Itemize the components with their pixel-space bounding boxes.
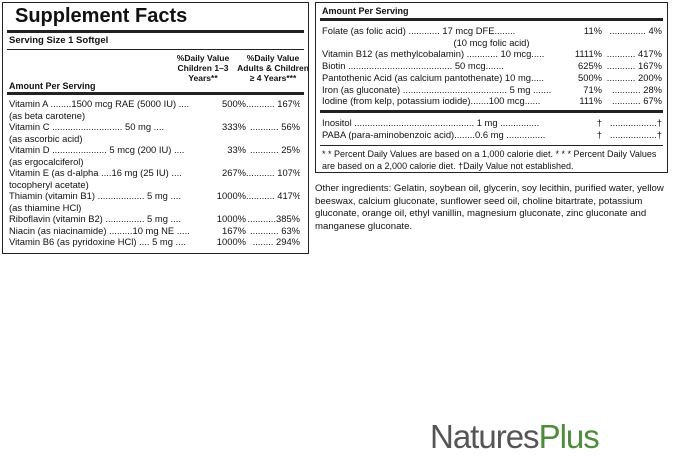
right-panel: Amount Per Serving * * Percent Daily Val… [315, 2, 668, 173]
nutrient: Biotin .................................… [322, 60, 504, 72]
nutrient: Iodine (from kelp, potassium iodide)....… [322, 95, 541, 107]
dv-children: 167% [222, 224, 246, 236]
row: Vitamin B12 (as methylcobalamin) .......… [322, 48, 662, 59]
title: Supplement Facts [15, 5, 188, 27]
row: Iodine (from kelp, potassium iodide)....… [322, 95, 662, 106]
row: Thiamin (vitamin B1) .................. … [9, 190, 300, 201]
logo-part: Natures [430, 418, 540, 455]
rule [7, 30, 304, 33]
row: Pantothenic Acid (as calcium pantothenat… [322, 72, 662, 83]
row: (10 mcg folic acid) [316, 37, 667, 48]
dv-adults: ...........385% [247, 213, 300, 224]
row: (as ergocalciferol) [9, 156, 84, 167]
dv-adults: ........ 294% [252, 236, 300, 247]
nutrient-source: (as thiamine HCl) [9, 201, 82, 213]
nutrient: Iron (as gluconate) ....................… [322, 83, 552, 95]
nutrient: Vitamin E (as d-alpha ....16 mg (25 IU) … [9, 167, 182, 178]
nutrient: Riboflavin (vitamin B2) ............... … [9, 213, 181, 224]
dv-children: 267% [222, 167, 246, 178]
dv-adults: .............. 4% [609, 25, 662, 36]
nutrient: Niacin (as niacinamide) .........10 mg N… [9, 224, 190, 236]
nutrient: Pantothenic Acid (as calcium pantothenat… [322, 71, 545, 83]
dv-adults: ........... 167% [246, 98, 300, 109]
row: Riboflavin (vitamin B2) ............... … [9, 213, 300, 224]
nutrient: Folate (as folic acid) ............ 17 m… [322, 25, 516, 36]
nutrient: Vitamin A ........1500 mcg RAE (5000 IU)… [9, 98, 190, 109]
dv-children: † [596, 117, 602, 128]
dv-children: 500% [578, 71, 602, 83]
dv-adults: ........... 56% [249, 121, 300, 132]
dv-adults: ........... 63% [249, 224, 300, 236]
rule [320, 145, 663, 146]
dv-children: 1000% [216, 190, 246, 201]
nutrient-source: (as ergocalciferol) [9, 155, 84, 167]
row: tocopheryl acetate) [9, 179, 89, 190]
header-children: %Daily Value Children 1–3 Years** [176, 53, 230, 83]
row: Folate (as folic acid) ............ 17 m… [322, 25, 662, 36]
dv-children: 33% [227, 144, 246, 155]
dv-adults: ........... 25% [249, 144, 300, 155]
nutrient-source: (as beta carotene) [9, 109, 86, 121]
dv-children: 1111% [574, 48, 602, 60]
dv-children: 333% [222, 121, 246, 132]
other-ingredients: Other ingredients: Gelatin, soybean oil,… [315, 183, 664, 232]
row: (as beta carotene) [9, 110, 85, 121]
nutrient: Inositol ...............................… [322, 117, 540, 128]
row: PABA (para-aminobenzoic acid)........0.6… [322, 129, 662, 140]
nutrient-source: tocopheryl acetate) [9, 178, 89, 190]
row: Vitamin E (as d-alpha ....16 mg (25 IU) … [9, 167, 300, 178]
row: (as ascorbic acid) [9, 133, 82, 144]
dv-children: 500% [222, 98, 246, 109]
nutrient: Vitamin B12 (as methylcobalamin) .......… [322, 48, 545, 60]
nutrient: Vitamin B6 (as pyridoxine HCl) .... 5 mg… [9, 236, 186, 247]
dv-children: 71% [583, 83, 602, 95]
logo: NaturesPlus [430, 418, 600, 456]
row: Inositol ...............................… [322, 117, 662, 128]
dv-adults: ........... 107% [246, 167, 300, 178]
header-adults: %Daily Value Adults & Children ≥ 4 Years… [237, 53, 309, 83]
row: Vitamin C ........................... 50… [9, 121, 300, 132]
logo-part: Plus [538, 418, 600, 455]
rule [7, 92, 304, 95]
dv-children: 11% [583, 25, 602, 36]
row: Niacin (as niacinamide) .........10 mg N… [9, 225, 300, 236]
left-panel: Supplement Facts Serving Size 1 Softgel … [2, 2, 309, 254]
nutrient-source: (10 mcg folic acid) [453, 36, 530, 48]
nutrient: Vitamin C ........................... 50… [9, 121, 165, 132]
row: Vitamin B6 (as pyridoxine HCl) .... 5 mg… [9, 236, 300, 247]
nutrient: PABA (para-aminobenzoic acid)........0.6… [322, 129, 546, 140]
dv-adults: ........... 67% [611, 95, 662, 107]
header-amount: Amount Per Serving [9, 81, 96, 91]
rule [320, 110, 663, 113]
row: Biotin .................................… [322, 60, 662, 71]
dv-children: 1000% [216, 213, 246, 224]
dv-adults: ........... 417% [246, 190, 300, 201]
dv-adults: ........... 28% [611, 83, 662, 95]
rule [7, 49, 304, 50]
row: (as thiamine HCl) [9, 202, 81, 213]
footnote: * * Percent Daily Values are based on a … [322, 149, 657, 171]
dv-children: 111% [579, 95, 602, 107]
dv-children: 625% [578, 60, 602, 72]
row: Vitamin D ..................... 5 mcg (2… [9, 144, 300, 155]
row: Iron (as gluconate) ....................… [322, 84, 662, 95]
header-amount: Amount Per Serving [322, 6, 409, 16]
nutrient-source: (as ascorbic acid) [9, 132, 83, 144]
nutrient: Thiamin (vitamin B1) .................. … [9, 190, 181, 201]
rule [320, 18, 663, 21]
row: Vitamin A ........1500 mcg RAE (5000 IU)… [9, 98, 300, 109]
serving-size: Serving Size 1 Softgel [9, 35, 109, 46]
dv-children: † [596, 129, 602, 140]
dv-adults: ........... 417% [606, 48, 662, 60]
dv-adults: ..................† [609, 117, 662, 128]
dv-adults: ........... 200% [606, 71, 662, 83]
dv-adults: ..................† [609, 129, 662, 140]
dv-adults: ........... 167% [606, 60, 662, 72]
nutrient: Vitamin D ..................... 5 mcg (2… [9, 144, 185, 155]
dv-children: 1000% [216, 236, 246, 247]
